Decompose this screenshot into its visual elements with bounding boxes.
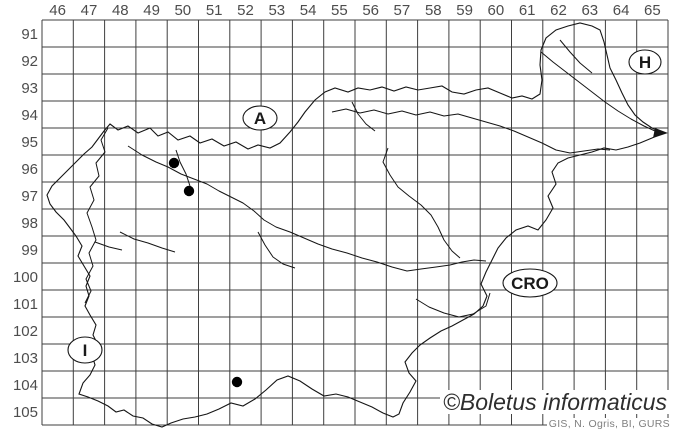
river-line-5 — [382, 147, 461, 259]
river-line-9 — [175, 149, 191, 187]
grid-line-mesh — [41, 19, 669, 426]
col-label-60: 60 — [488, 2, 505, 19]
row-label-104: 104 — [13, 377, 38, 394]
country-label-austria: A — [254, 109, 266, 128]
col-label-56: 56 — [362, 2, 379, 19]
country-ellipse-italy — [67, 336, 103, 364]
rivers — [84, 39, 656, 318]
grid-axis-labels: 46 47 48 49 50 51 52 53 54 55 56 57 58 59 60 61 62 63 64 65… — [13, 2, 661, 421]
col-label-55: 55 — [331, 2, 348, 19]
col-label-51: 51 — [206, 2, 223, 19]
col-label-49: 49 — [143, 2, 160, 19]
col-label-64: 64 — [613, 2, 630, 19]
copyright-credit: ©Boletus informaticus — [439, 390, 670, 414]
river-line-6 — [415, 292, 491, 318]
col-label-62: 62 — [550, 2, 567, 19]
country-label-hungary: H — [639, 53, 651, 72]
row-label-100: 100 — [13, 269, 38, 286]
col-label-48: 48 — [112, 2, 129, 19]
row-label-96: 96 — [21, 161, 38, 178]
river-line-4 — [540, 51, 656, 132]
row-label-97: 97 — [21, 188, 38, 205]
row-label-92: 92 — [21, 53, 38, 70]
row-label-98: 98 — [21, 215, 38, 232]
col-label-59: 59 — [456, 2, 473, 19]
occurrence-dot-50-96 — [168, 157, 180, 169]
river-line-11 — [94, 241, 123, 251]
row-label-93: 93 — [21, 80, 38, 97]
occurrence-dot-50-97 — [183, 185, 195, 197]
row-label-103: 103 — [13, 350, 38, 367]
country-ellipse-austria — [242, 105, 278, 131]
row-label-94: 94 — [21, 107, 38, 124]
col-label-65: 65 — [644, 2, 661, 19]
river-line-12 — [559, 39, 593, 74]
row-label-105: 105 — [13, 404, 38, 421]
river-line-2 — [127, 145, 487, 272]
river-line-1 — [84, 127, 109, 304]
country-label-croatia: CRO — [511, 274, 549, 293]
occurrence-dots — [168, 157, 243, 388]
col-label-58: 58 — [425, 2, 442, 19]
river-line-3 — [331, 108, 611, 154]
col-label-52: 52 — [237, 2, 254, 19]
country-label-italy: I — [83, 341, 88, 360]
river-line-7 — [257, 231, 296, 269]
col-label-50: 50 — [174, 2, 191, 19]
row-label-91: 91 — [21, 26, 38, 43]
river-line-10 — [351, 101, 376, 132]
row-label-101: 101 — [13, 296, 38, 313]
col-label-63: 63 — [581, 2, 598, 19]
country-labels: A H CRO I — [67, 49, 662, 364]
data-source-credit: GIS, N. Ogris, BI, GURS — [546, 418, 672, 430]
occurrence-dot-52-104 — [231, 376, 243, 388]
col-label-47: 47 — [81, 2, 98, 19]
col-label-54: 54 — [300, 2, 317, 19]
country-ellipse-croatia — [502, 268, 558, 298]
col-label-46: 46 — [49, 2, 66, 19]
grid-lines — [41, 19, 669, 426]
col-label-61: 61 — [519, 2, 536, 19]
row-label-99: 99 — [21, 242, 38, 259]
col-label-57: 57 — [394, 2, 411, 19]
row-label-95: 95 — [21, 134, 38, 151]
row-label-102: 102 — [13, 323, 38, 340]
river-line-8 — [119, 231, 176, 253]
country-ellipse-hungary — [628, 49, 662, 75]
east-border-tip — [653, 128, 668, 138]
col-label-53: 53 — [268, 2, 285, 19]
